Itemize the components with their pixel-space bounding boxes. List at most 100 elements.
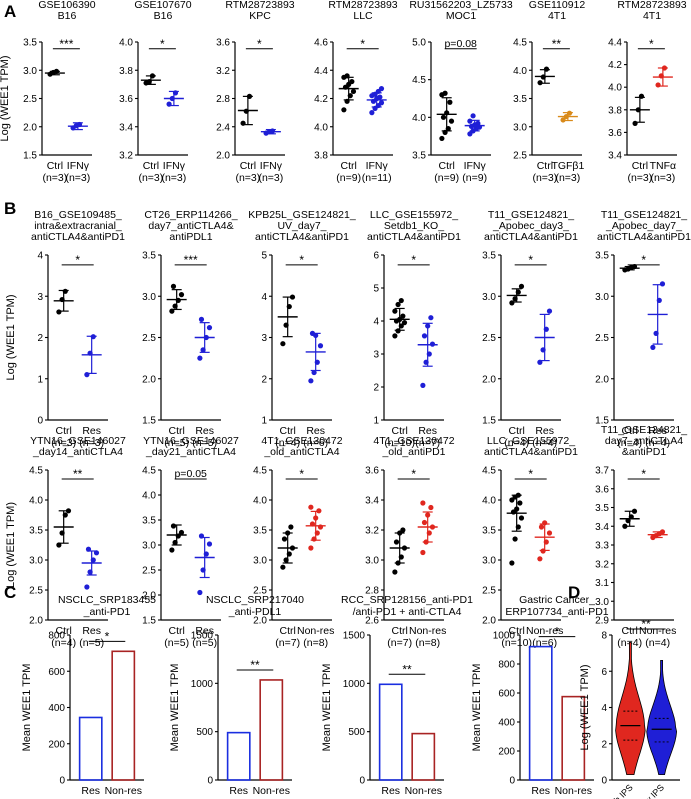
data-point	[281, 536, 288, 542]
chart-title-line: B16	[58, 10, 77, 22]
x-tick-label: Res	[418, 425, 437, 437]
y-tick-label: 4.2	[608, 60, 622, 71]
x-tick-label: Ctrl	[143, 160, 159, 172]
y-tick-label: 3.0	[142, 292, 156, 303]
data-point	[350, 88, 357, 95]
chart-title-line: LLC	[353, 10, 373, 22]
chart-title-line: _old_antiCTLA4	[263, 446, 339, 458]
y-tick-label: 3.6	[216, 38, 230, 49]
y-tick-label: 4.4	[608, 38, 622, 49]
chart-title-line: YTN16_GSE146027	[143, 435, 239, 447]
y-tick-label: 6	[601, 667, 607, 678]
y-tick-label: 0	[37, 416, 43, 427]
chart-c1: 0 200 400 600 800 Mean WEE1 TPM NSCLC_SRP18345…	[21, 594, 156, 797]
y-tick-label: 2.5	[253, 586, 267, 597]
x-tick-count: (n=3)	[235, 172, 260, 184]
x-tick-label: Ctrl	[439, 160, 455, 172]
chart-title-line: Setdb1_KO_	[384, 220, 444, 232]
y-tick-label: 2.0	[23, 122, 37, 133]
y-tick-label: 4.2	[314, 94, 328, 105]
x-tick-count: (n=10)	[501, 637, 532, 649]
x-tick-label: Non-res	[555, 785, 592, 797]
x-tick-label: Ctrl	[392, 425, 408, 437]
chart-title-line: antiCTLA4&antiPD1	[484, 231, 578, 243]
y-tick-label: 4.0	[119, 38, 133, 49]
violin-shape	[615, 641, 646, 775]
x-tick-label: Res	[535, 425, 554, 437]
data-point	[400, 527, 406, 533]
y-tick-label: 3.0	[482, 556, 496, 567]
y-tick-label: 1.5	[23, 151, 37, 162]
data-point	[420, 549, 426, 556]
chart-b5: 1.5 2.0 2.5 3.0 3.5 T11_GSE124821__Apobec_day…	[482, 209, 578, 449]
data-point	[84, 584, 90, 590]
x-tick-count: (n=4)	[275, 437, 300, 449]
data-point	[632, 120, 638, 126]
significance-label: *	[299, 253, 304, 267]
y-tick-label: 4	[261, 292, 267, 303]
chart-title-line: day7_antiCTLA4&	[148, 220, 233, 232]
y-tick-label: 4.5	[513, 38, 527, 49]
chart-b6: 1.52.02.53.03.5T11_GSE124821__Apobec_day…	[595, 209, 691, 449]
x-tick-label: Res	[381, 785, 400, 797]
y-tick-label: 600	[498, 689, 515, 700]
y-tick-label: 3.0	[142, 541, 156, 552]
x-tick-count: (n=3)	[161, 172, 186, 184]
y-tick-label: 2.5	[513, 151, 527, 162]
y-tick-label: 2.5	[29, 586, 43, 597]
data-point	[509, 560, 515, 566]
chart-title-line: UV_day7_	[277, 220, 326, 232]
significance-label: *	[528, 253, 533, 267]
y-tick-label: 3.6	[595, 484, 609, 495]
x-tick-label: Ctrl	[280, 625, 296, 637]
y-tick-label: 2	[373, 383, 379, 394]
y-tick-label: 4.0	[482, 496, 496, 507]
chart-title-line: T11_GSE124821_	[601, 209, 687, 221]
chart-title-line: B16	[154, 10, 173, 22]
chart-title-line: &antiPD1	[622, 446, 667, 458]
data-point	[392, 569, 398, 575]
data-point	[280, 564, 286, 570]
data-point	[470, 113, 476, 119]
significance-label: *	[641, 467, 646, 481]
chart-title-line: _Apobec_day7_	[605, 220, 682, 232]
significance-label: *	[649, 37, 654, 51]
chart-title-line: 4T1	[548, 10, 566, 22]
data-point	[56, 309, 62, 315]
y-axis-label: Mean WEE1 TPM	[471, 664, 483, 752]
x-tick-count: (n=3)	[51, 437, 76, 449]
y-tick-label: 3.5	[595, 503, 609, 514]
significance-label: **	[641, 617, 651, 631]
x-tick-label: Ctrl	[622, 425, 638, 437]
y-tick-label: 3.1	[595, 578, 609, 589]
x-tick-count: (n=4)	[504, 437, 529, 449]
y-tick-label: 4.0	[253, 496, 267, 507]
x-tick-label: Ctrl	[622, 625, 638, 637]
y-tick-label: 0	[359, 776, 365, 787]
y-tick-label: 800	[498, 660, 515, 671]
data-point	[398, 297, 404, 304]
data-point	[178, 529, 185, 536]
significance-label: *	[257, 37, 262, 51]
y-tick-label: 2.8	[216, 94, 230, 105]
significance-label: *	[555, 625, 560, 639]
data-point	[280, 341, 286, 347]
y-tick-label: 3.0	[482, 292, 496, 303]
y-tick-label: 4.4	[314, 66, 328, 77]
x-tick-label: Ctrl	[56, 425, 72, 437]
x-tick-count: (n=3)	[532, 172, 557, 184]
y-tick-label: 5.0	[412, 38, 426, 49]
data-point	[170, 283, 177, 289]
x-tick-label: TGFβ1	[551, 160, 584, 172]
x-tick-label: Res	[306, 425, 325, 437]
data-point	[178, 292, 185, 298]
data-point	[308, 378, 314, 384]
y-tick-label: 4.0	[513, 66, 527, 77]
x-tick-count: (n=5)	[192, 637, 217, 649]
y-tick-label: 3.6	[119, 94, 133, 105]
y-tick-label: 3.8	[608, 105, 622, 116]
y-tick-label: 3.5	[412, 151, 426, 162]
x-tick-label: Ctrl	[537, 160, 553, 172]
x-tick-label: Res	[648, 425, 667, 437]
